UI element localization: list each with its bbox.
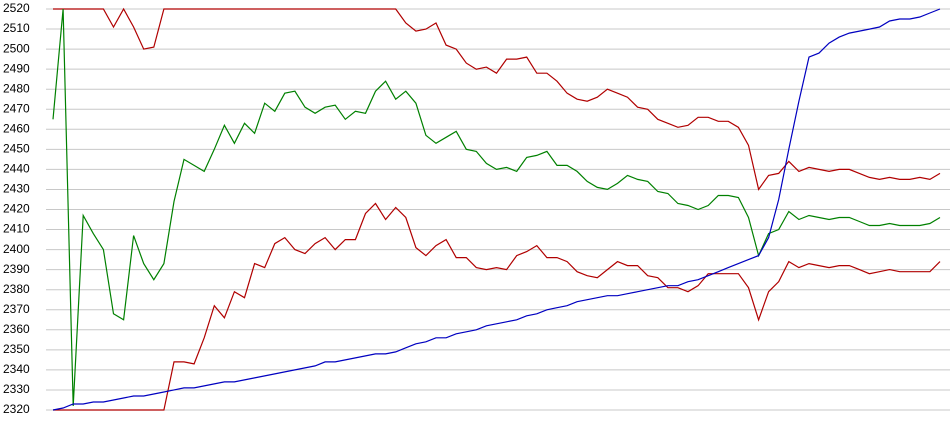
y-tick-label: 2340 [3,362,30,376]
y-tick-label: 2400 [3,242,30,256]
y-tick-label: 2520 [3,1,30,15]
y-tick-label: 2510 [3,21,30,35]
y-tick-label: 2460 [3,121,30,135]
y-tick-label: 2450 [3,142,30,156]
line-series [52,8,941,411]
y-tick-label: 2430 [3,182,30,196]
y-tick-label: 2330 [3,382,30,396]
line-series [53,7,941,191]
y-tick-label: 2320 [3,402,30,416]
line-series [53,202,941,411]
y-tick-label: 2410 [3,222,30,236]
y-tick-label: 2420 [3,202,30,216]
y-tick-label: 2500 [3,41,30,55]
y-tick-label: 2440 [3,162,30,176]
y-tick-label: 2490 [3,61,30,75]
y-tick-label: 2470 [3,101,30,115]
line-series [52,8,941,407]
y-tick-label: 2390 [3,262,30,276]
y-tick-label: 2370 [3,302,30,316]
y-tick-label: 2380 [3,282,30,296]
y-tick-label: 2350 [3,342,30,356]
y-tick-label: 2360 [3,322,30,336]
y-tick-label: 2480 [3,81,30,95]
